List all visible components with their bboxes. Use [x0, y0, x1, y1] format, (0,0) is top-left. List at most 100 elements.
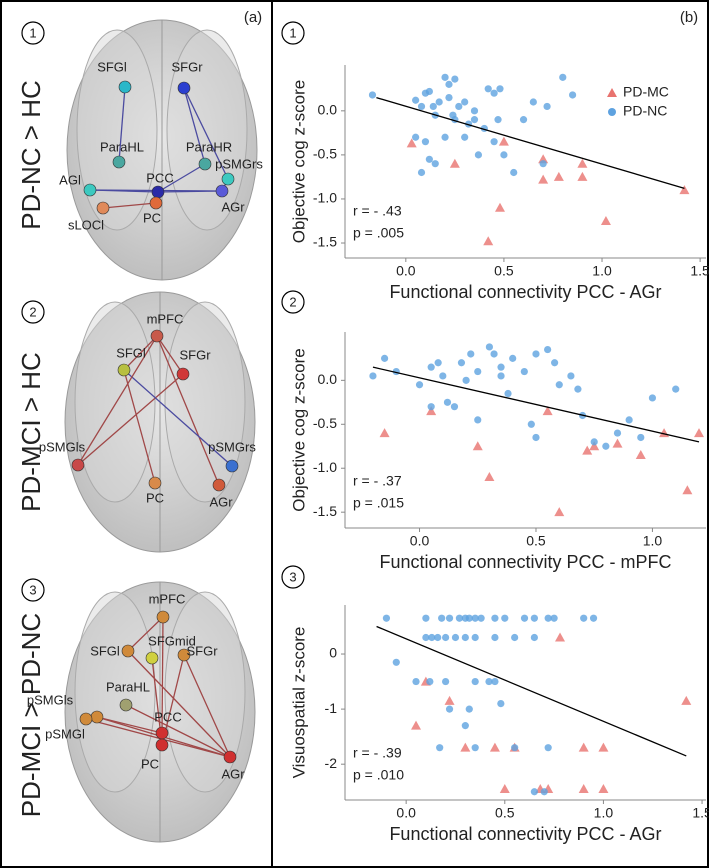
- node-label: SFGl: [90, 643, 120, 658]
- panel-title: PD-MCI > PD-NC: [16, 613, 46, 817]
- brain-node: [96, 201, 110, 215]
- node-label: sLOCl: [68, 217, 104, 232]
- x-tick-label: 0.0: [396, 263, 416, 279]
- point: [497, 372, 505, 380]
- point: [551, 359, 559, 367]
- trend-line: [372, 366, 700, 443]
- point: [532, 350, 540, 358]
- point: [539, 160, 547, 168]
- connection: [77, 373, 184, 466]
- point: [417, 102, 426, 111]
- connection: [183, 87, 229, 180]
- point: [491, 614, 499, 622]
- brain-node: [212, 478, 226, 492]
- connection: [77, 335, 158, 466]
- node-label: AGl: [59, 172, 81, 187]
- point: [439, 372, 447, 380]
- point: [490, 138, 498, 146]
- connection: [123, 369, 156, 484]
- point: [602, 442, 610, 450]
- y-axis-label: Visuospatial z-score: [289, 627, 308, 779]
- point: [484, 472, 495, 482]
- point: [625, 416, 633, 424]
- x-tick-label: 1.5: [690, 263, 709, 279]
- node-label: mPFC: [149, 591, 186, 606]
- point: [580, 614, 588, 622]
- brain-node: [176, 367, 190, 381]
- point: [553, 171, 564, 181]
- panel-number-circle: [281, 21, 305, 45]
- point: [412, 133, 420, 141]
- brain-node: [148, 476, 162, 490]
- point: [474, 367, 482, 376]
- point: [425, 155, 433, 163]
- point: [467, 350, 475, 358]
- y-tick-label: 0.0: [318, 102, 338, 118]
- connection: [183, 87, 206, 165]
- panel-number: 2: [289, 294, 296, 309]
- point: [445, 94, 453, 102]
- node-label: PCC: [146, 170, 173, 185]
- y-tick-label: -1.5: [313, 503, 337, 519]
- point: [538, 174, 549, 184]
- brain-lobe: [164, 301, 246, 503]
- point: [582, 445, 593, 455]
- point: [529, 98, 537, 106]
- x-tick-label: 1.0: [592, 263, 612, 279]
- panel-label: (a): [244, 9, 262, 26]
- node-label: ParaHR: [186, 139, 232, 154]
- brain-node: [177, 648, 191, 662]
- node-label: SFGr: [186, 643, 218, 658]
- y-tick-label: -1.0: [313, 459, 337, 475]
- point: [471, 633, 479, 642]
- point: [435, 98, 443, 106]
- point: [470, 107, 479, 115]
- annotation: r = - .39: [353, 745, 402, 761]
- point: [461, 98, 469, 106]
- annotation: p = .005: [353, 225, 404, 241]
- y-tick-label: -1: [325, 700, 338, 716]
- x-axis-label: Functional connectivity PCC - AGr: [389, 282, 661, 302]
- point: [538, 154, 549, 164]
- brain-node: [112, 155, 126, 169]
- brain-lobe: [76, 29, 158, 231]
- connection: [156, 335, 184, 375]
- point: [496, 85, 504, 93]
- point: [441, 133, 449, 141]
- point: [499, 783, 510, 793]
- point: [461, 722, 469, 730]
- point: [426, 406, 437, 416]
- node-label: ParaHL: [106, 679, 150, 694]
- legend-marker: [608, 108, 616, 116]
- brain-node: [155, 738, 169, 752]
- point: [427, 363, 435, 371]
- point: [544, 614, 552, 622]
- point: [530, 788, 538, 796]
- point: [520, 614, 529, 622]
- node-label: pSMGl: [45, 726, 85, 741]
- brain-node: [79, 712, 93, 726]
- point: [613, 429, 622, 437]
- y-tick-label: -0.5: [313, 415, 337, 431]
- point: [472, 441, 483, 451]
- node-label: AGr: [221, 199, 245, 214]
- x-tick-label: 1.5: [692, 805, 709, 821]
- point: [637, 433, 645, 442]
- connection: [183, 654, 231, 758]
- connection: [123, 369, 233, 467]
- point: [578, 742, 589, 752]
- node-label: PC: [146, 490, 164, 505]
- panel-number: 2: [29, 304, 36, 319]
- panel-number: 1: [289, 25, 296, 40]
- point: [427, 403, 435, 411]
- node-label: SFGr: [171, 59, 203, 74]
- point: [500, 151, 508, 159]
- brain-node: [71, 458, 85, 472]
- node-label: ParaHL: [100, 139, 144, 154]
- panel-number-circle: [281, 565, 305, 589]
- point: [431, 160, 439, 168]
- point: [425, 87, 433, 96]
- point: [489, 742, 500, 752]
- point: [694, 428, 705, 438]
